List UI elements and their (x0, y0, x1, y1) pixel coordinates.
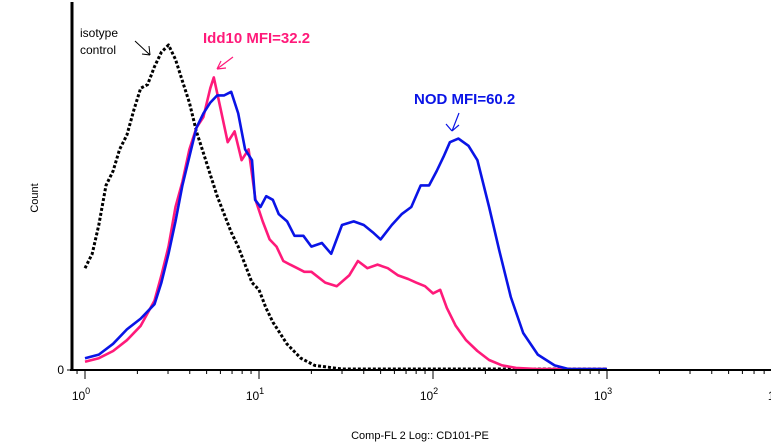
x-tick-label: 100 (72, 386, 90, 403)
isotype-arrow (134, 40, 151, 56)
idd10-arrow (216, 56, 234, 70)
nod-arrow (445, 112, 460, 132)
series-line-nod (84, 90, 607, 371)
series-line-isotype (83, 43, 607, 371)
x-tick-label: 101 (246, 386, 264, 403)
series-line-idd10 (84, 76, 607, 371)
y-axis-title: Count (29, 183, 41, 212)
x-tick-label: 103 (594, 386, 612, 403)
series-layer (83, 43, 607, 371)
svg-text:isotype: isotype (80, 26, 118, 40)
nod-mfi-label: NOD MFI=60.2 (414, 91, 515, 108)
x-tick-label: 102 (420, 386, 438, 403)
isotype-control-label: isotype control (80, 26, 118, 57)
annotation-layer: isotype control Idd10 MFI=32.2 NOD MFI=60.2 (80, 26, 515, 132)
idd10-mfi-label: Idd10 MFI=32.2 (203, 30, 310, 47)
svg-text:control: control (80, 43, 116, 57)
x-tick-label: 104 (768, 386, 771, 403)
axes-layer: 0 100 101 102 103 104 (57, 2, 771, 403)
x-axis-title: Comp-FL 2 Log:: CD101-PE (351, 430, 489, 442)
y-tick-label: 0 (57, 363, 64, 377)
